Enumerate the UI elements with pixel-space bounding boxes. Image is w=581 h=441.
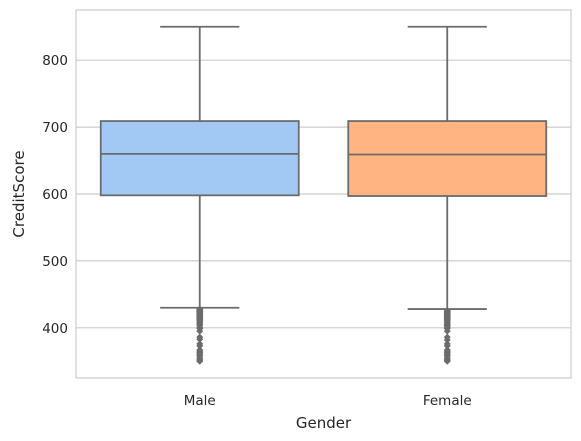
y-tick-labels: 400 500 600 700 800 <box>42 53 68 337</box>
y-tick-label-700: 700 <box>42 120 68 136</box>
x-tick-labels: Male Female <box>184 393 472 409</box>
box-male <box>99 25 300 365</box>
box-iqr-female <box>347 120 548 197</box>
x-tick-label-female: Female <box>423 393 472 409</box>
y-tick-label-400: 400 <box>42 321 68 337</box>
outlier-male-13 <box>196 333 204 341</box>
box-female <box>347 25 548 365</box>
outlier-female-38 <box>443 306 451 314</box>
outlier-female-11 <box>443 340 451 348</box>
y-tick-label-500: 500 <box>42 254 68 270</box>
outlier-male-39 <box>196 305 204 313</box>
y-tick-label-600: 600 <box>42 187 68 203</box>
outlier-female-13 <box>443 333 451 341</box>
plot-frame <box>75 9 572 379</box>
x-axis-label: Gender <box>296 414 352 432</box>
x-tick-label-male: Male <box>184 393 216 409</box>
outlier-male-11 <box>196 340 204 348</box>
outlier-male-9 <box>196 346 204 354</box>
outlier-female-9 <box>443 346 451 354</box>
boxes <box>99 25 548 365</box>
box-iqr-male <box>99 120 300 197</box>
y-axis-label: CreditScore <box>10 150 28 237</box>
y-tick-label-800: 800 <box>42 53 68 69</box>
